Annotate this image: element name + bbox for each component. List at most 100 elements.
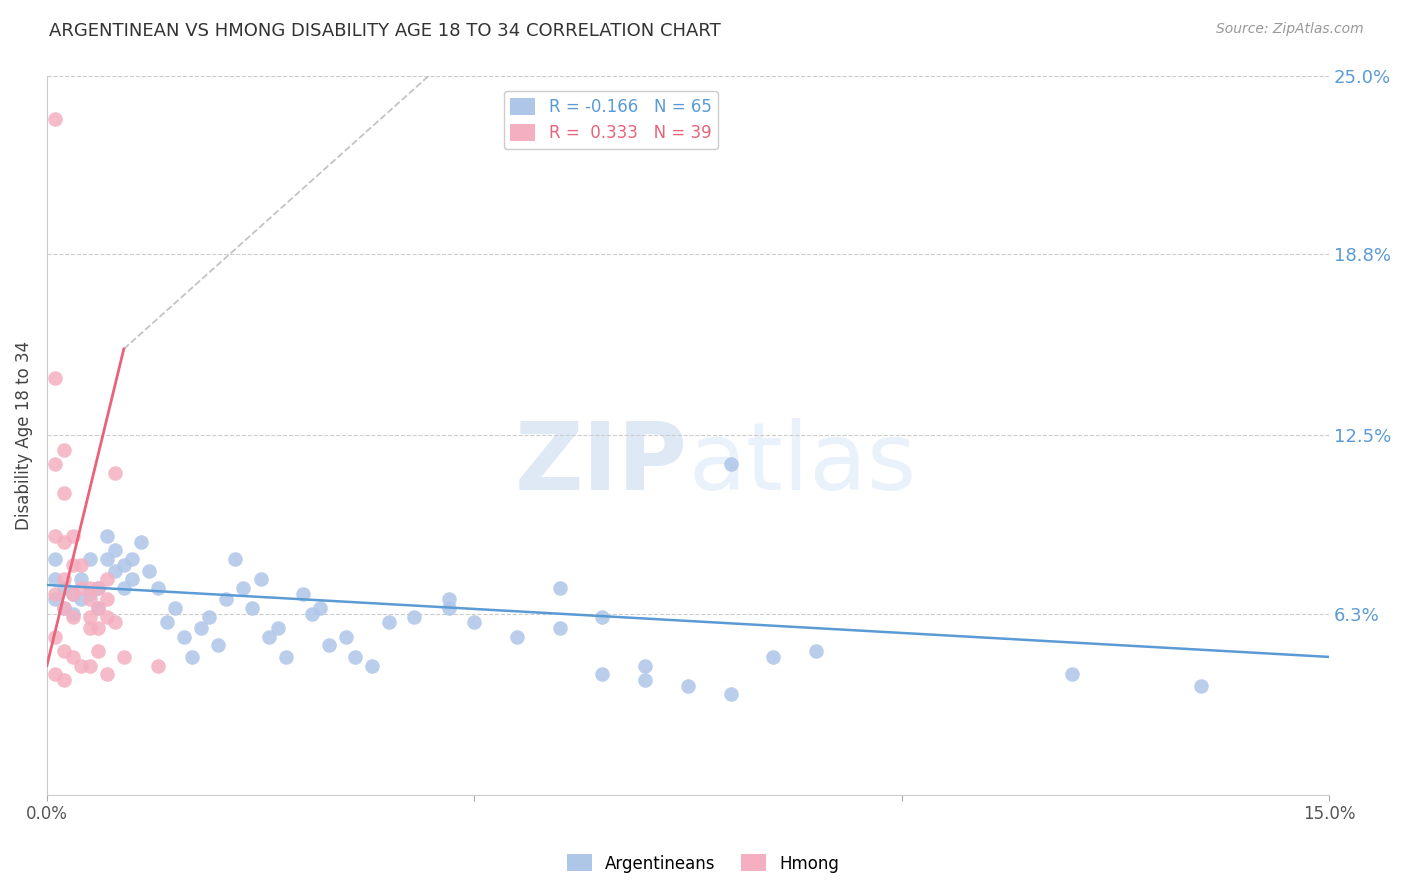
Point (87, 601, 110, 615)
Text: ZIP: ZIP (515, 418, 688, 510)
Point (53, 601, 76, 615)
Point (62, 586, 84, 600)
Y-axis label: Disability Age 18 to 34: Disability Age 18 to 34 (15, 341, 32, 530)
Point (309, 601, 332, 615)
Point (318, 639, 340, 653)
Point (44, 457, 66, 471)
Point (44, 112, 66, 126)
Point (44, 667, 66, 681)
Point (62, 607, 84, 621)
Point (634, 673, 657, 687)
Point (53, 601, 76, 615)
Point (44, 592, 66, 607)
Point (79, 592, 101, 607)
Point (87, 581, 110, 595)
Point (276, 649, 298, 664)
Point (215, 592, 238, 607)
Point (87, 581, 110, 595)
Point (104, 615, 127, 630)
Point (112, 581, 135, 595)
Point (335, 630, 357, 644)
Point (112, 649, 135, 664)
Point (104, 543, 127, 558)
Point (804, 644, 827, 658)
Point (232, 581, 254, 595)
Point (634, 658, 657, 673)
Point (720, 457, 742, 471)
Point (165, 601, 187, 615)
Point (44, 586, 66, 600)
Point (96, 609, 118, 624)
Point (404, 609, 426, 624)
Point (87, 621, 110, 635)
Point (62, 586, 84, 600)
Point (762, 649, 785, 664)
Point (70, 658, 93, 673)
Point (70, 558, 93, 572)
Point (360, 658, 382, 673)
Point (437, 601, 460, 615)
Point (292, 586, 315, 600)
Point (79, 581, 101, 595)
Point (146, 658, 169, 673)
Point (79, 586, 101, 600)
Point (112, 558, 135, 572)
Point (104, 564, 127, 578)
Text: Source: ZipAtlas.com: Source: ZipAtlas.com (1216, 22, 1364, 37)
Point (181, 649, 204, 664)
Point (44, 529, 66, 543)
Point (79, 609, 101, 624)
Point (104, 466, 127, 480)
Point (224, 552, 246, 566)
Point (79, 621, 101, 635)
Point (79, 552, 101, 566)
Point (548, 621, 571, 635)
Point (240, 601, 263, 615)
Point (87, 644, 110, 658)
Point (1189, 679, 1212, 693)
Point (437, 592, 460, 607)
Point (70, 592, 93, 607)
Text: ARGENTINEAN VS HMONG DISABILITY AGE 18 TO 34 CORRELATION CHART: ARGENTINEAN VS HMONG DISABILITY AGE 18 T… (49, 22, 721, 40)
Point (44, 370, 66, 384)
Point (207, 639, 229, 653)
Point (1062, 667, 1084, 681)
Point (343, 649, 366, 664)
Point (155, 615, 177, 630)
Point (301, 607, 323, 621)
Point (53, 486, 76, 500)
Point (121, 572, 143, 586)
Point (129, 534, 152, 549)
Point (463, 615, 485, 630)
Point (87, 601, 110, 615)
Point (720, 687, 742, 701)
Point (121, 552, 143, 566)
Point (44, 630, 66, 644)
Point (96, 529, 118, 543)
Point (676, 679, 699, 693)
Point (591, 667, 613, 681)
Point (96, 572, 118, 586)
Point (138, 564, 160, 578)
Point (377, 615, 399, 630)
Point (53, 572, 76, 586)
Point (146, 581, 169, 595)
Point (53, 442, 76, 457)
Point (96, 592, 118, 607)
Point (70, 581, 93, 595)
Point (53, 534, 76, 549)
Point (53, 644, 76, 658)
Point (548, 581, 571, 595)
Point (96, 552, 118, 566)
Point (173, 630, 195, 644)
Legend: R = -0.166   N = 65, R =  0.333   N = 39: R = -0.166 N = 65, R = 0.333 N = 39 (503, 91, 718, 149)
Point (62, 609, 84, 624)
Point (96, 667, 118, 681)
Point (53, 581, 76, 595)
Point (266, 621, 288, 635)
Point (190, 621, 212, 635)
Point (249, 572, 271, 586)
Point (506, 630, 529, 644)
Point (591, 609, 613, 624)
Point (198, 609, 221, 624)
